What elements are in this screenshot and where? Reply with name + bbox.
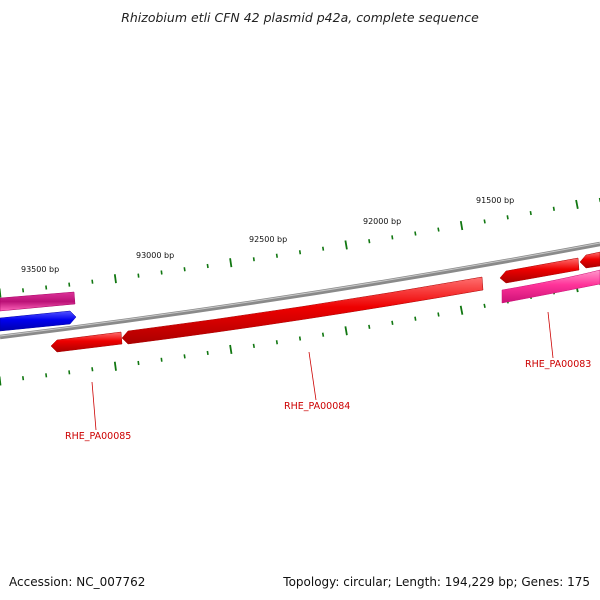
- outer-tick-11: [252, 257, 255, 262]
- scale-label-93500: 93500 bp: [21, 265, 59, 274]
- inner-tick-20: [459, 305, 464, 315]
- inner-tick-6: [137, 360, 140, 366]
- inner-tick-1: [22, 376, 25, 381]
- outer-tick-17: [391, 235, 394, 240]
- inner-tick-2: [45, 373, 48, 378]
- inner-tick-19: [437, 312, 440, 317]
- plasmid-backbone-highlight: [0, 242, 600, 337]
- inner-tick-5: [113, 361, 117, 371]
- outer-tick-16: [368, 239, 371, 244]
- inner-tick-9: [206, 350, 209, 356]
- outer-tick-8: [183, 267, 186, 272]
- outer-tick-2: [45, 285, 48, 290]
- accession-text: Accession: NC_007762: [9, 575, 146, 589]
- gene-arrow-blue-left[interactable]: [0, 310, 77, 332]
- inner-tick-18: [414, 316, 417, 321]
- outer-tick-7: [160, 270, 163, 275]
- inner-tick-4: [91, 367, 94, 372]
- outer-tick-25: [575, 199, 579, 209]
- inner-tick-3: [68, 370, 71, 375]
- leader-RHE_PA00084: [308, 351, 317, 401]
- gene-arrow-RHE_PA00084[interactable]: [121, 276, 484, 345]
- inner-tick-21: [483, 303, 486, 308]
- outer-scale-ticks: [0, 197, 600, 298]
- outer-tick-22: [506, 215, 509, 220]
- outer-tick-12: [275, 253, 278, 258]
- inner-tick-11: [252, 343, 255, 349]
- gene-label-RHE_PA00083[interactable]: RHE_PA00083: [525, 359, 591, 370]
- outer-tick-1: [22, 288, 25, 293]
- inner-tick-10: [229, 344, 233, 355]
- map-title: Rhizobium etli CFN 42 plasmid p42a, comp…: [121, 10, 479, 25]
- inner-tick-16: [368, 324, 371, 329]
- gene-arrow-red-upper-right-2[interactable]: [579, 251, 600, 269]
- inner-tick-7: [160, 357, 163, 362]
- outer-tick-23: [529, 210, 532, 216]
- scale-label-93000: 93000 bp: [136, 251, 174, 260]
- outer-tick-0: [0, 288, 2, 298]
- inner-tick-0: [0, 376, 2, 386]
- scale-label-92000: 92000 bp: [363, 217, 401, 226]
- gene-label-RHE_PA00084[interactable]: RHE_PA00084: [284, 401, 350, 412]
- inner-tick-17: [391, 320, 394, 325]
- outer-tick-21: [483, 219, 486, 224]
- leader-RHE_PA00085: [91, 381, 97, 431]
- outer-tick-24: [552, 206, 555, 211]
- scale-label-91500: 91500 bp: [476, 196, 514, 205]
- inner-tick-14: [321, 332, 325, 337]
- summary-text: Topology: circular; Length: 194,229 bp; …: [283, 575, 590, 589]
- outer-tick-18: [414, 231, 417, 236]
- outer-tick-14: [322, 246, 325, 251]
- outer-tick-3: [68, 282, 71, 287]
- gene-arrow-RHE_PA00083[interactable]: [501, 269, 600, 304]
- scale-labels: 93500 bp 93000 bp 92500 bp 92000 bp 9150…: [21, 196, 514, 274]
- plasmid-backbone: [0, 241, 600, 340]
- gene-label-RHE_PA00085[interactable]: RHE_PA00085: [65, 431, 131, 442]
- leader-RHE_PA00083: [547, 311, 554, 359]
- inner-tick-13: [298, 336, 302, 341]
- outer-tick-9: [206, 263, 209, 269]
- gene-arrow-red-upper-right-1[interactable]: [499, 257, 580, 284]
- scale-label-92500: 92500 bp: [249, 235, 287, 244]
- inner-tick-15: [344, 326, 348, 336]
- outer-tick-13: [298, 250, 302, 255]
- inner-tick-8: [183, 354, 186, 359]
- outer-tick-6: [137, 273, 140, 278]
- inner-tick-12: [275, 340, 278, 345]
- outer-tick-5: [113, 274, 117, 284]
- gene-arrow-magenta-left[interactable]: [0, 291, 76, 312]
- outer-tick-19: [437, 227, 440, 232]
- outer-tick-4: [91, 279, 94, 284]
- outer-tick-10: [229, 258, 233, 268]
- outer-tick-20: [459, 220, 464, 231]
- gene-arrow-RHE_PA00085[interactable]: [50, 331, 123, 353]
- outer-tick-15: [344, 240, 348, 250]
